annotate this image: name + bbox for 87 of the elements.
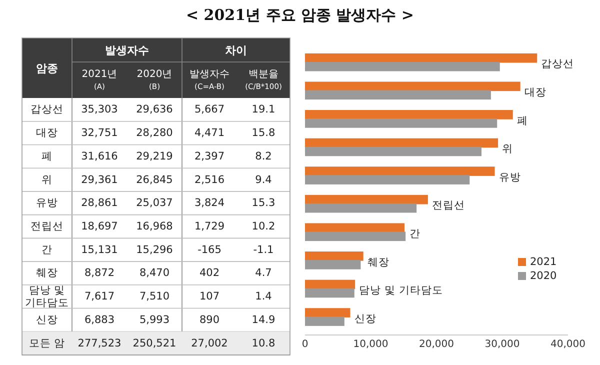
data-label: 890	[199, 314, 220, 326]
data-label: 15.8	[252, 127, 276, 140]
bar	[305, 118, 498, 128]
bar	[305, 251, 364, 261]
data-label: 1.4	[255, 290, 272, 303]
chart-title: < 2021년 주요 암종 발생자수 >	[186, 6, 414, 24]
data-label: 3,824	[194, 197, 225, 210]
data-label: 10.8	[252, 337, 276, 350]
data-label: 4,471	[194, 127, 225, 140]
x-tick-label: 0	[302, 339, 308, 350]
data-label: 29,219	[136, 150, 173, 162]
category-label: 간	[42, 244, 52, 256]
data-label: 1,729	[194, 220, 225, 232]
category-label: 담낭 및 기타담도	[25, 284, 69, 309]
bar	[305, 288, 354, 298]
data-label: 16,968	[136, 220, 173, 232]
data-label: 15,296	[136, 244, 174, 256]
bar	[305, 232, 406, 242]
data-label: 277,523	[78, 337, 122, 350]
bar	[305, 53, 538, 63]
legend-label: 2020	[530, 270, 557, 282]
bar	[305, 146, 482, 156]
data-label: 26,845	[136, 174, 173, 186]
data-label: 28,861	[81, 197, 118, 210]
category-label: 갑상선	[30, 104, 64, 116]
data-label: 7,617	[84, 290, 115, 303]
data-label: 402	[199, 267, 220, 280]
data-label: 10.2	[252, 220, 276, 232]
text: 암종	[36, 62, 58, 74]
bar	[305, 82, 520, 92]
data-label: 8.2	[255, 150, 272, 162]
data-label: 107	[199, 290, 220, 303]
y-tick-label: 폐	[516, 114, 528, 127]
x-tick-label: 20,000	[419, 339, 454, 350]
data-label: 5,667	[194, 104, 225, 116]
bar	[305, 280, 356, 290]
data-label: 6,883	[84, 314, 115, 326]
category-label: 모든 암	[28, 337, 66, 350]
bar	[305, 166, 495, 176]
data-label: 25,037	[136, 197, 173, 210]
text: 차이	[225, 44, 247, 56]
data-label: 27,002	[191, 337, 228, 350]
bar	[305, 260, 361, 270]
data-label: 14.9	[252, 314, 276, 326]
data-label: 2,397	[194, 150, 225, 162]
category-label: 폐	[42, 150, 52, 162]
data-label: 2,516	[194, 174, 225, 186]
data-label: 5,993	[139, 314, 170, 326]
bar	[305, 194, 428, 204]
legend-label: 2021	[530, 256, 557, 268]
data-label: 7,510	[139, 290, 170, 303]
data-label: 8,470	[139, 267, 170, 280]
data-label: 15,131	[81, 244, 118, 256]
data-label: -1.1	[253, 244, 274, 256]
bar	[305, 62, 500, 72]
data-label: 29,361	[81, 174, 118, 186]
bar	[305, 110, 513, 120]
bar	[305, 90, 491, 100]
y-tick-label: 유방	[498, 171, 521, 184]
category-label: 유방	[36, 197, 58, 210]
data-label: 15.3	[252, 197, 276, 210]
data-label: -165	[198, 244, 222, 256]
bar	[305, 175, 470, 184]
data-label: 28,280	[136, 127, 173, 140]
data-label: 35,303	[81, 104, 118, 116]
data-label: 19.1	[252, 104, 276, 116]
data-label: 18,697	[81, 220, 118, 232]
category-label: 췌장	[36, 267, 58, 280]
data-label: 250,521	[132, 337, 176, 350]
x-tick-label: 10,000	[353, 339, 388, 350]
bar	[305, 316, 344, 326]
text: 발생자수	[105, 44, 149, 56]
bar	[305, 138, 498, 148]
x-tick-label: 30,000	[484, 339, 520, 350]
bar	[305, 308, 350, 318]
data-label: 29,636	[136, 104, 174, 116]
data-label: 32,751	[81, 127, 118, 140]
category-label: 전립선	[30, 220, 64, 232]
data-label: 4.7	[255, 267, 272, 280]
category-label: 대장	[36, 127, 58, 140]
bar	[305, 203, 417, 213]
data-label: 8,872	[84, 267, 115, 280]
data-label: 9.4	[255, 174, 272, 186]
x-tick-label: 40,000	[550, 339, 586, 350]
category-label: 신장	[36, 314, 58, 326]
category-label: 위	[42, 174, 52, 186]
data-label: 31,616	[81, 150, 118, 162]
